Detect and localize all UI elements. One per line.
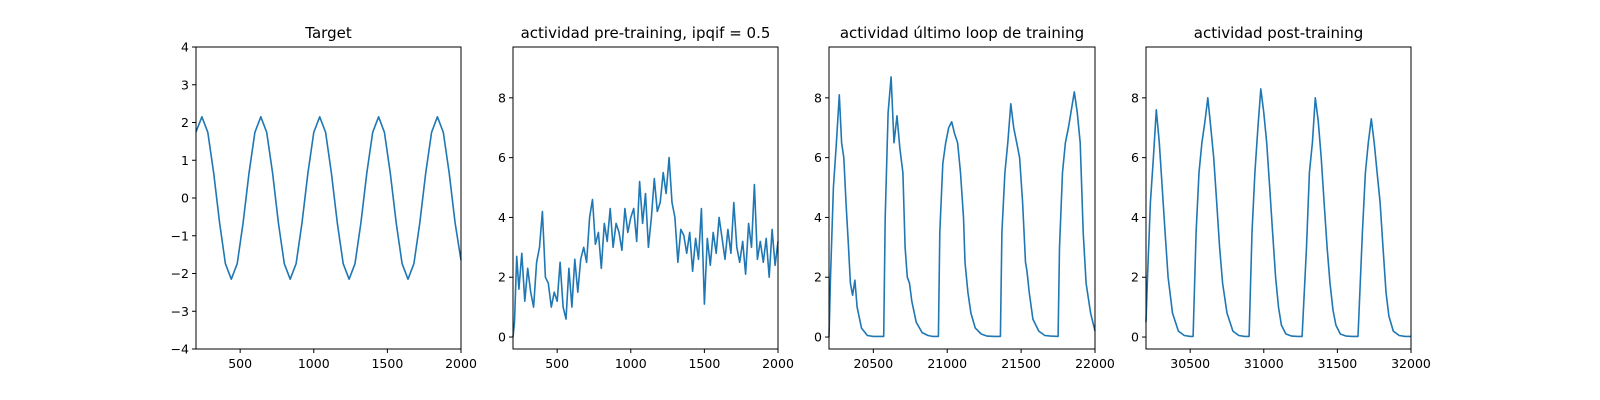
series-line <box>1145 88 1411 338</box>
y-tick-label: 0 <box>1131 330 1139 345</box>
y-tick-label: 3 <box>181 77 189 92</box>
y-tick-label: 4 <box>498 210 506 225</box>
y-tick-label: 6 <box>498 150 506 165</box>
axes-frame <box>1145 46 1412 350</box>
series-line <box>512 156 779 338</box>
series-line <box>195 116 462 281</box>
y-tick-label: 8 <box>814 90 822 105</box>
x-tick-label: 21500 <box>1001 356 1041 371</box>
x-tick-label: 2000 <box>445 356 477 371</box>
y-tick-label: −1 <box>171 228 189 243</box>
y-tick-label: 8 <box>498 90 506 105</box>
y-tick-label: 2 <box>1131 270 1139 285</box>
y-tick-label: −2 <box>171 266 189 281</box>
y-tick-label: 0 <box>814 330 822 345</box>
x-tick-label: 500 <box>228 356 252 371</box>
subplot-title: actividad post-training <box>1194 24 1363 42</box>
x-ticks: 500 1000 1500 2000 <box>228 349 477 371</box>
y-tick-label: −4 <box>171 342 189 357</box>
subplot-title: actividad pre-training, ipqif = 0.5 <box>521 24 771 42</box>
y-tick-label: 6 <box>814 150 822 165</box>
x-ticks: 20500 21000 21500 22000 <box>853 349 1115 371</box>
y-tick-label: 6 <box>1131 150 1139 165</box>
y-tick-label: 4 <box>181 40 189 55</box>
axes-frame <box>512 46 779 350</box>
y-tick-label: 2 <box>814 270 822 285</box>
subplot-post-training: actividad post-training 30500 31000 31500 3… <box>1131 24 1431 371</box>
x-tick-label: 500 <box>545 356 569 371</box>
y-tick-label: 2 <box>181 115 189 130</box>
x-tick-label: 31000 <box>1244 356 1284 371</box>
x-tick-label: 1000 <box>615 356 647 371</box>
y-tick-label: 2 <box>498 270 506 285</box>
subplot-title: actividad último loop de training <box>840 24 1084 42</box>
y-tick-label: 1 <box>181 153 189 168</box>
y-tick-label: 4 <box>814 210 822 225</box>
x-tick-label: 22000 <box>1075 356 1115 371</box>
x-tick-label: 20500 <box>853 356 893 371</box>
series-line <box>828 76 1096 338</box>
y-ticks: 0 2 4 6 8 <box>814 90 829 345</box>
y-tick-label: 0 <box>498 330 506 345</box>
axes-frame <box>195 46 462 350</box>
y-tick-label: 8 <box>1131 90 1139 105</box>
x-tick-label: 1500 <box>371 356 403 371</box>
x-ticks: 30500 31000 31500 32000 <box>1170 349 1431 371</box>
y-tick-label: −3 <box>171 304 189 319</box>
subplot-last-training-loop: actividad último loop de training 20500 2… <box>814 24 1115 371</box>
x-tick-label: 32000 <box>1391 356 1431 371</box>
axes-frame <box>828 46 1096 350</box>
x-tick-label: 1000 <box>298 356 330 371</box>
y-ticks: 0 2 4 6 8 <box>1131 90 1146 345</box>
subplot-pre-training: actividad pre-training, ipqif = 0.5 500 1… <box>498 24 794 371</box>
x-tick-label: 30500 <box>1170 356 1210 371</box>
subplot-target: Target 500 1000 1500 2000 −4 −3 −2 −1 0 1 2 3 4 <box>171 24 477 371</box>
y-ticks: −4 −3 −2 −1 0 1 2 3 4 <box>171 40 196 357</box>
y-tick-label: 0 <box>181 191 189 206</box>
x-tick-label: 21000 <box>927 356 967 371</box>
x-ticks: 500 1000 1500 2000 <box>545 349 794 371</box>
subplot-title: Target <box>304 24 352 42</box>
x-tick-label: 2000 <box>762 356 794 371</box>
y-ticks: 0 2 4 6 8 <box>498 90 513 345</box>
x-tick-label: 1500 <box>688 356 720 371</box>
x-tick-label: 31500 <box>1318 356 1358 371</box>
y-tick-label: 4 <box>1131 210 1139 225</box>
